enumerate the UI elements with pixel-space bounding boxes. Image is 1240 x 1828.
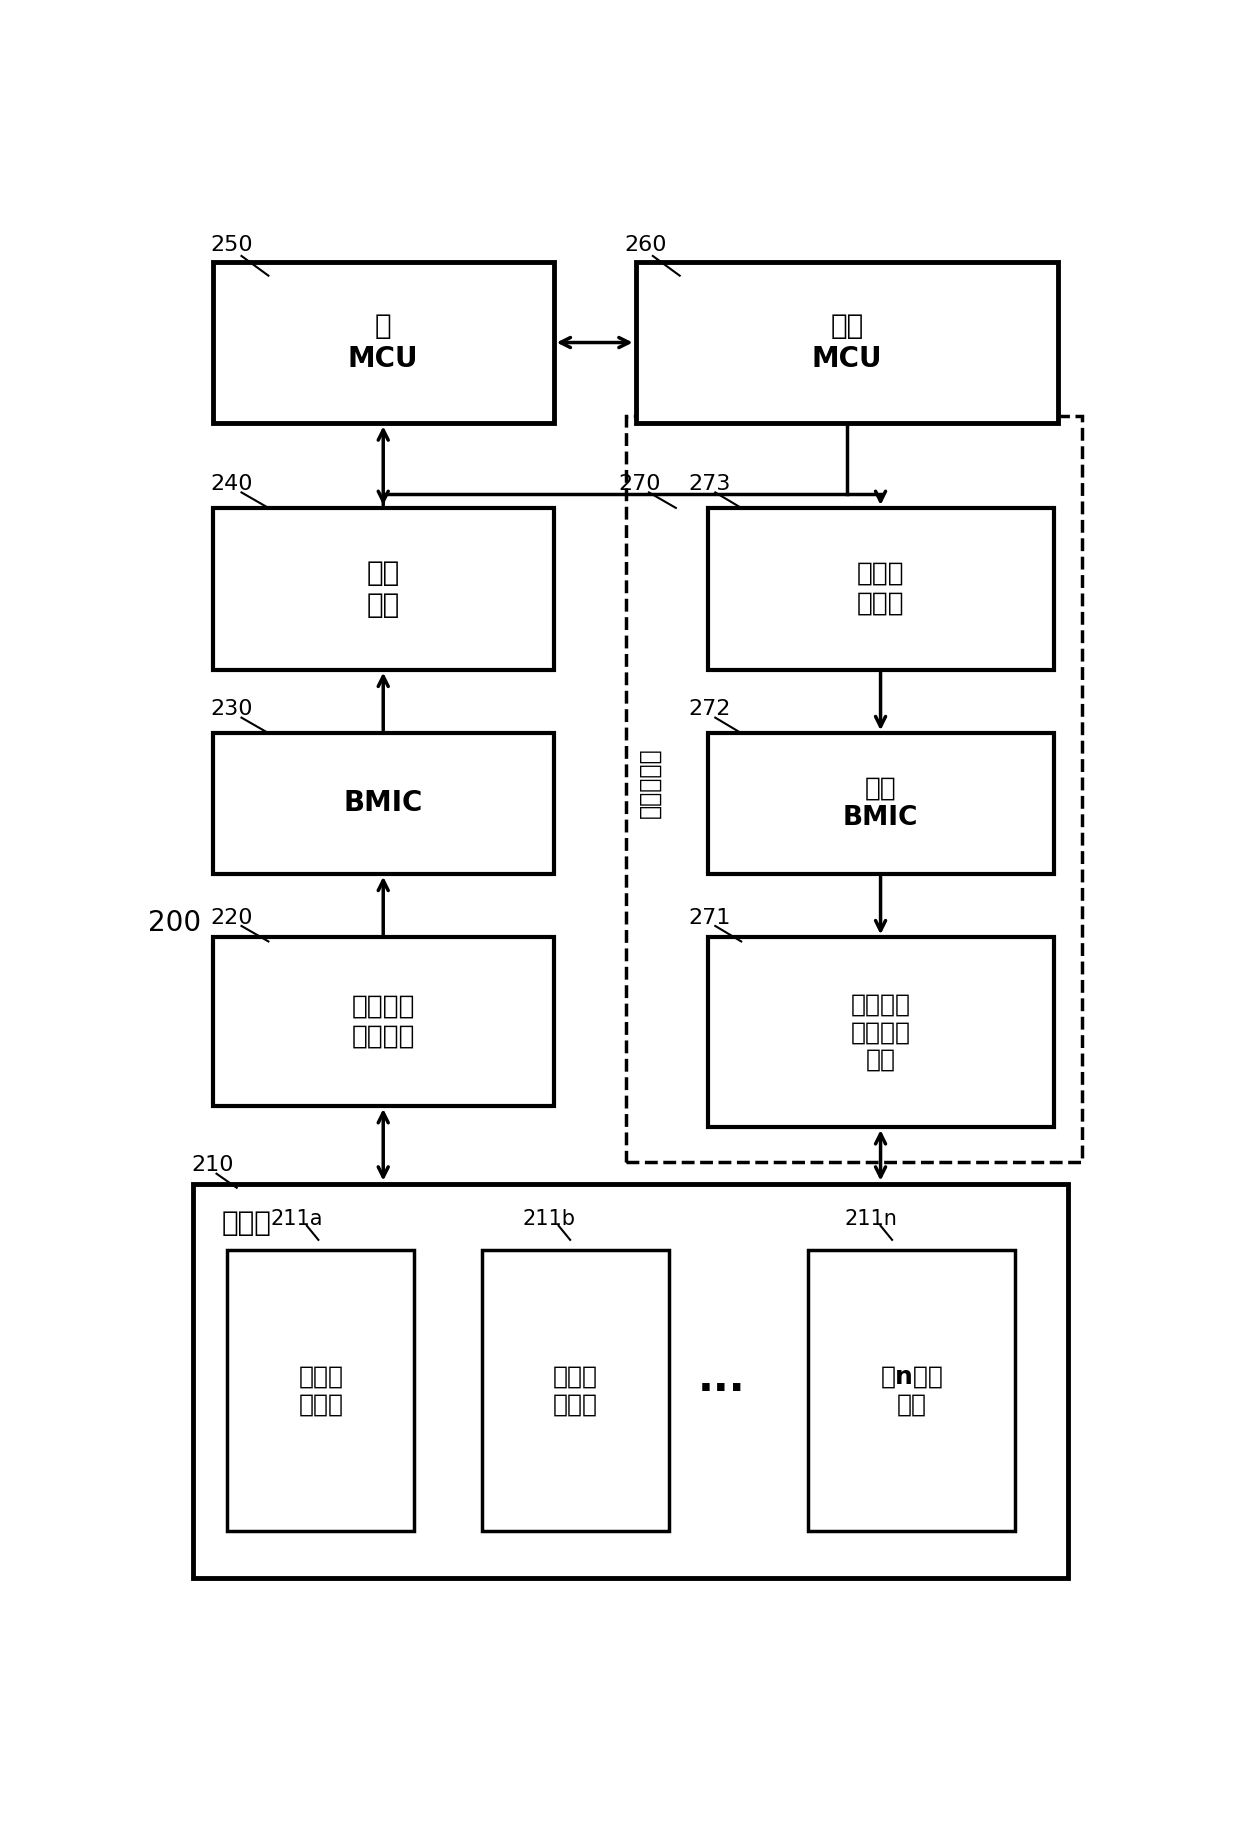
FancyBboxPatch shape xyxy=(227,1250,414,1532)
FancyBboxPatch shape xyxy=(708,938,1054,1128)
Text: 第二电
池单元: 第二电 池单元 xyxy=(553,1364,598,1417)
Text: 220: 220 xyxy=(211,907,253,927)
FancyBboxPatch shape xyxy=(213,261,554,424)
Text: 附加电池
单元监控
单元: 附加电池 单元监控 单元 xyxy=(851,993,910,1071)
Text: ···: ··· xyxy=(698,1369,745,1411)
Text: 第n电池
单元: 第n电池 单元 xyxy=(880,1364,944,1417)
FancyBboxPatch shape xyxy=(708,733,1054,874)
FancyBboxPatch shape xyxy=(708,508,1054,669)
Text: 附加通
信单元: 附加通 信单元 xyxy=(857,561,904,616)
Text: 250: 250 xyxy=(211,234,253,254)
Text: 辅助
MCU: 辅助 MCU xyxy=(812,313,882,373)
FancyBboxPatch shape xyxy=(213,508,554,669)
Text: 273: 273 xyxy=(688,473,730,494)
FancyBboxPatch shape xyxy=(808,1250,1016,1532)
Text: 附加电路级: 附加电路级 xyxy=(637,748,662,817)
Text: 270: 270 xyxy=(619,473,661,494)
Text: 240: 240 xyxy=(211,473,253,494)
Text: 电池组: 电池组 xyxy=(222,1208,272,1238)
Text: 230: 230 xyxy=(211,698,253,718)
FancyBboxPatch shape xyxy=(481,1250,670,1532)
Text: 通信
单元: 通信 单元 xyxy=(367,559,399,620)
Text: 211n: 211n xyxy=(844,1208,898,1228)
Text: BMIC: BMIC xyxy=(343,790,423,817)
FancyBboxPatch shape xyxy=(193,1183,1068,1578)
Text: 271: 271 xyxy=(688,907,730,927)
Text: 第一电
池单元: 第一电 池单元 xyxy=(299,1364,343,1417)
Text: 200: 200 xyxy=(148,909,201,938)
Text: 210: 210 xyxy=(191,1155,234,1175)
Text: 附加
BMIC: 附加 BMIC xyxy=(843,775,919,832)
Text: 电池单元
监控单元: 电池单元 监控单元 xyxy=(351,994,415,1049)
FancyBboxPatch shape xyxy=(213,938,554,1106)
Text: 211a: 211a xyxy=(272,1208,324,1228)
Text: 260: 260 xyxy=(624,234,666,254)
Text: 211b: 211b xyxy=(522,1208,575,1228)
Text: 主
MCU: 主 MCU xyxy=(348,313,418,373)
FancyBboxPatch shape xyxy=(635,261,1058,424)
Text: 272: 272 xyxy=(688,698,730,718)
FancyBboxPatch shape xyxy=(213,733,554,874)
